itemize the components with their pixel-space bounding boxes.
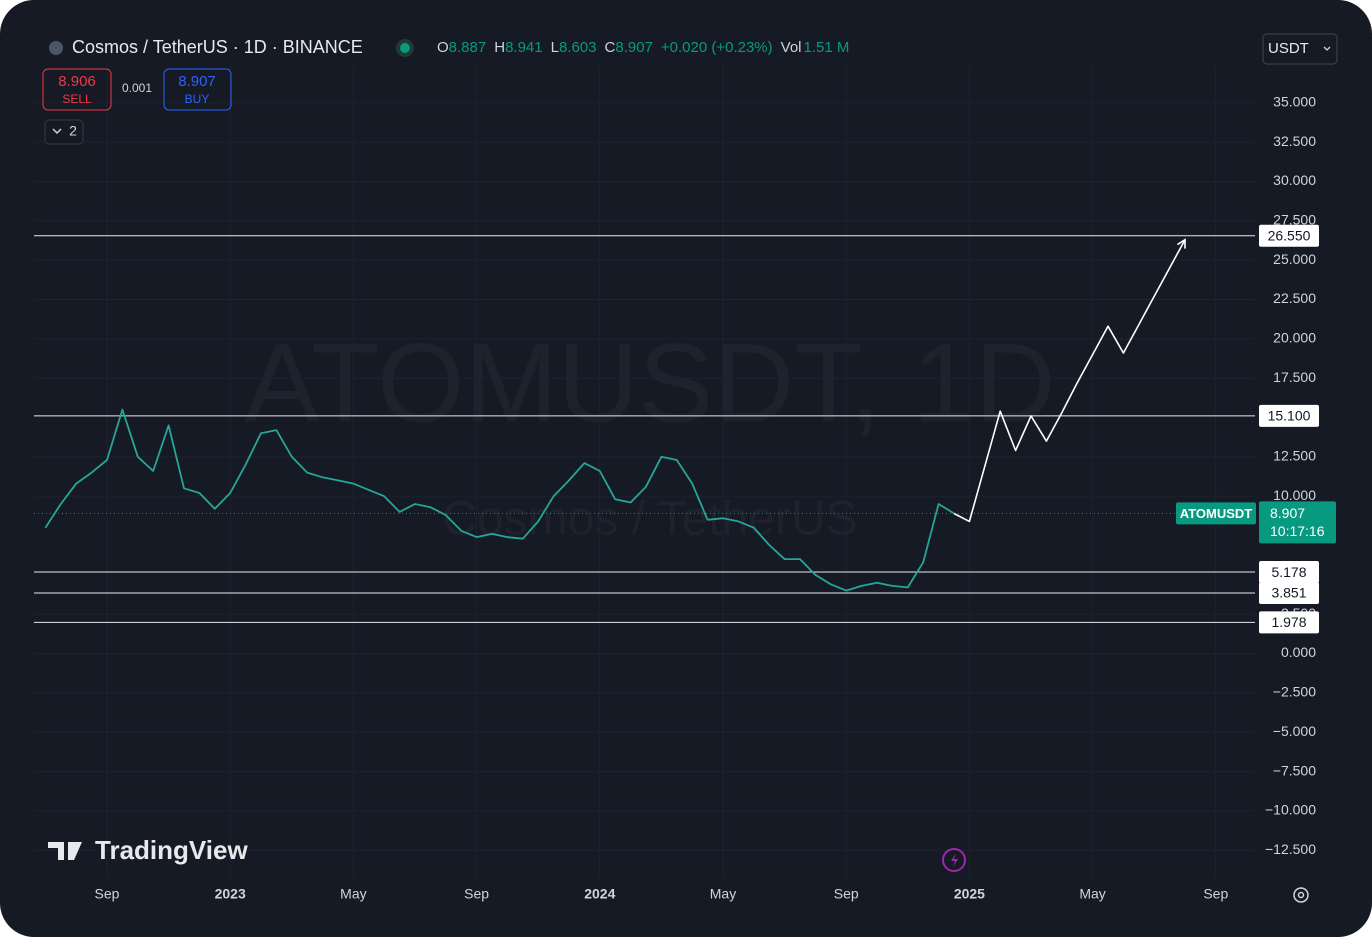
x-tick-label: Sep: [834, 886, 859, 902]
level-label: 15.100: [1268, 408, 1311, 424]
bolt: [951, 853, 958, 867]
level-label-box: [1259, 611, 1319, 634]
logo-text: TradingView: [95, 835, 248, 865]
logo-mark: [48, 842, 82, 860]
y-tick-label: −2.500: [1273, 684, 1316, 700]
level-label-box: [1259, 224, 1319, 247]
currency: USDT: [1268, 40, 1309, 57]
y-tick-label: −10.000: [1265, 802, 1316, 818]
sell-button[interactable]: [42, 68, 112, 111]
price-label-box: [1259, 501, 1336, 544]
ohlc-row: O8.887 H8.941 L8.603 C8.907 +0.020 (+0.23%) V…: [437, 39, 849, 56]
price-line: [44, 408, 955, 592]
buy-button[interactable]: [163, 68, 232, 111]
y-tick-label: 32.500: [1273, 133, 1316, 149]
x-tick-label: May: [710, 886, 736, 902]
y-tick-label: 17.500: [1273, 369, 1316, 385]
level-label: 1.978: [1271, 614, 1306, 630]
x-tick-label: 2023: [215, 886, 246, 902]
level-label-box: [1259, 581, 1319, 604]
price-label: 8.907: [1270, 505, 1305, 521]
y-tick-label: 25.000: [1273, 251, 1316, 267]
grid: [34, 65, 1255, 877]
chevron: [52, 128, 62, 135]
plot: [34, 235, 1255, 623]
x-tick-label: 2024: [584, 886, 615, 902]
symbol-logo: [49, 41, 63, 55]
ohlc-value: 8.603: [559, 39, 597, 56]
y-tick-label: −7.500: [1273, 762, 1316, 778]
level-label-box: [1259, 404, 1319, 427]
level-label-box: [1259, 561, 1319, 584]
watermark: ATOMUSDT, 1D: [244, 321, 1055, 446]
x-tick-label: May: [340, 886, 366, 902]
ohlc-key: C: [605, 39, 616, 56]
countdown: 10:17:16: [1270, 523, 1325, 539]
level-label: 3.851: [1271, 585, 1306, 601]
level-label: 26.550: [1268, 227, 1311, 243]
watermark-sub: Cosmos / TetherUS: [442, 493, 857, 546]
settings-icon: [1297, 891, 1305, 899]
y-tick-label: 20.000: [1273, 330, 1316, 346]
x-tick-label: Sep: [1203, 886, 1228, 902]
ohlc-value: 8.887: [449, 39, 487, 56]
symbol-label-box: [1176, 502, 1256, 525]
y-tick-label: −12.500: [1265, 841, 1316, 857]
level-label: 5.178: [1271, 564, 1306, 580]
y-tick-label: 10.000: [1273, 487, 1316, 503]
buy-price: 8.907: [178, 73, 216, 90]
y-tick-label: 35.000: [1273, 93, 1316, 109]
change: +0.020 (+0.23%): [661, 39, 773, 56]
volume: 1.51 M: [804, 39, 850, 56]
buy-label: BUY: [185, 92, 210, 106]
ohlc-value: 8.907: [615, 39, 653, 56]
settings-button[interactable]: [1293, 887, 1309, 903]
y-tick-label: −5.000: [1273, 723, 1316, 739]
x-tick-label: Sep: [95, 886, 120, 902]
spread: 0.001: [122, 81, 152, 95]
indicators-count: 2: [69, 123, 77, 139]
ohlc-key: L: [551, 39, 559, 56]
projection-line: [953, 239, 1186, 523]
x-tick-label: 2025: [954, 886, 985, 902]
y-tick-label: 0.000: [1281, 644, 1316, 660]
x-tick-label: May: [1079, 886, 1105, 902]
ohlc-key: O: [437, 39, 449, 56]
ohlc-value: 8.941: [505, 39, 543, 56]
x-tick-label: Sep: [464, 886, 489, 902]
volume-key: Vol: [781, 39, 802, 56]
y-tick-label: 22.500: [1273, 290, 1316, 306]
y-tick-label: 27.500: [1273, 211, 1316, 227]
symbol-title[interactable]: Cosmos / TetherUS · 1D · BINANCE: [72, 37, 363, 57]
y-tick-label: 12.500: [1273, 448, 1316, 464]
arrow-head: [1177, 238, 1186, 249]
chevron: [1323, 46, 1331, 51]
sell-label: SELL: [62, 92, 92, 106]
y-tick-label: 30.000: [1273, 172, 1316, 188]
sell-price: 8.906: [58, 73, 96, 90]
ohlc-key: H: [494, 39, 505, 56]
alert-button[interactable]: [942, 848, 966, 872]
symbol-label: ATOMUSDT: [1180, 506, 1253, 521]
indicators-toggle[interactable]: [44, 119, 84, 145]
currency-select[interactable]: [1262, 33, 1338, 65]
market-status-dot: [400, 43, 410, 53]
